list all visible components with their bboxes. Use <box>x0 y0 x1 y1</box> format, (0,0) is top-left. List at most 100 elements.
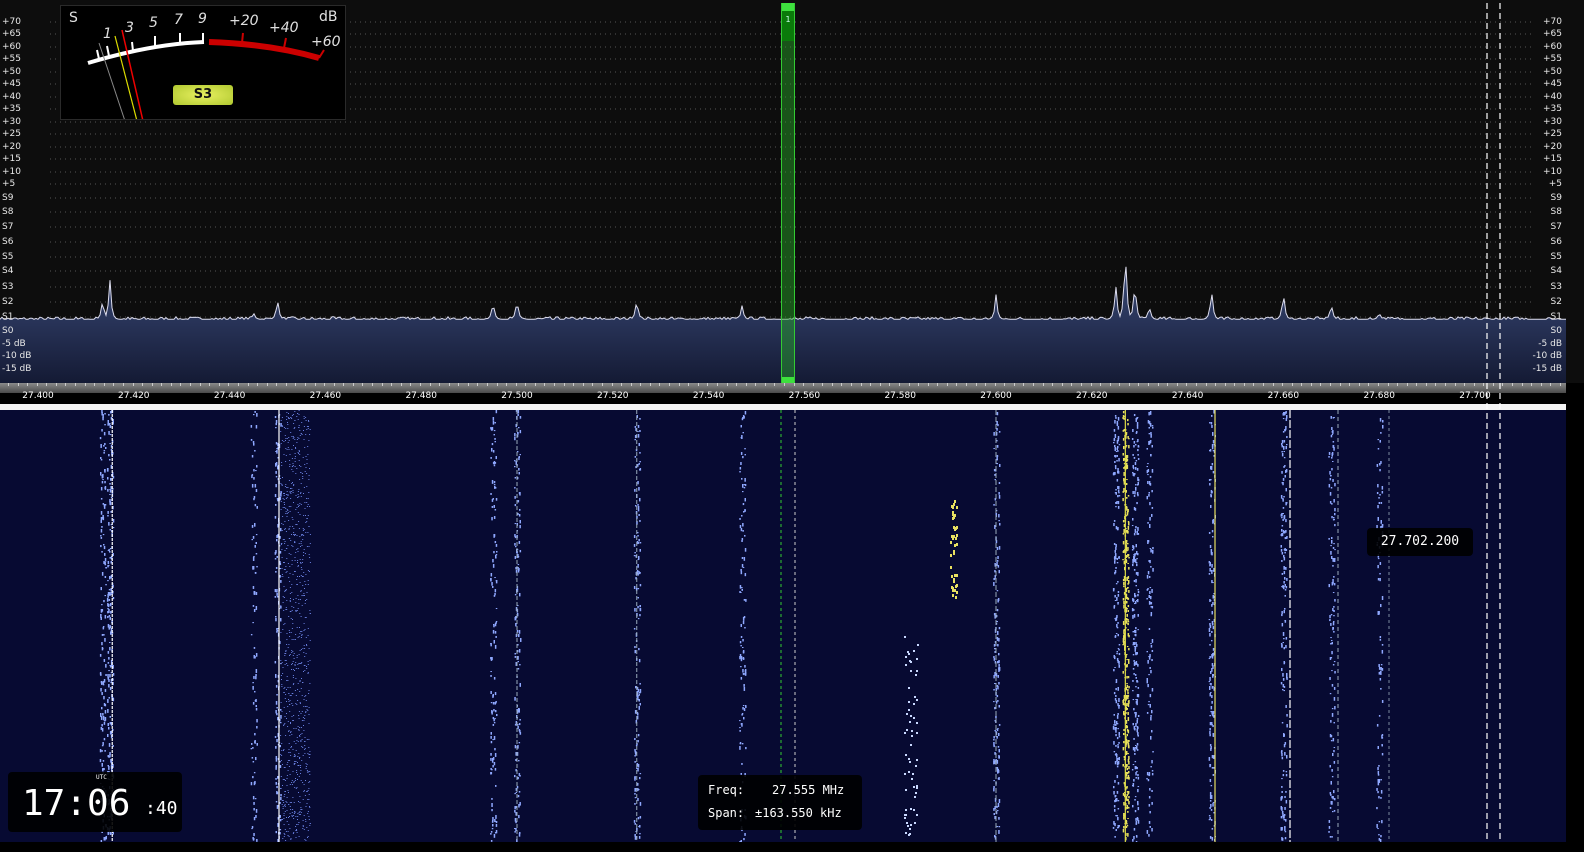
waterfall-pixel <box>1285 771 1288 773</box>
waterfall-pixel <box>1136 558 1138 560</box>
ruler-tick <box>190 383 192 386</box>
waterfall-pixel <box>517 668 520 670</box>
waterfall-pixel <box>254 733 256 736</box>
waterfall-pixel <box>296 772 298 773</box>
waterfall-pixel <box>515 623 517 627</box>
waterfall-pixel <box>286 778 288 779</box>
waterfall-pixel <box>1334 558 1336 560</box>
ruler-tick <box>937 383 939 386</box>
waterfall-pixel <box>1211 663 1214 666</box>
filter-bottom-handle[interactable] <box>782 377 794 383</box>
waterfall-pixel <box>309 506 311 507</box>
waterfall-pixel <box>1137 735 1139 737</box>
waterfall-display[interactable] <box>0 410 1566 842</box>
waterfall-pixel <box>290 809 292 810</box>
waterfall-pixel <box>1212 665 1214 669</box>
waterfall-pixel <box>1122 644 1124 646</box>
waterfall-pixel <box>743 487 746 489</box>
waterfall-pixel <box>1132 467 1135 470</box>
waterfall-pixel <box>292 669 294 670</box>
waterfall-pixel <box>107 511 109 514</box>
waterfall-pixel <box>913 703 915 705</box>
waterfall-pixel <box>276 448 278 450</box>
waterfall-pixel <box>1125 820 1128 823</box>
waterfall-pixel <box>282 838 284 839</box>
waterfall-pixel <box>284 569 286 570</box>
waterfall-pixel <box>1118 444 1121 446</box>
waterfall-pixel <box>1209 449 1212 452</box>
waterfall-pixel <box>1281 791 1283 793</box>
frequency-axis[interactable] <box>0 393 1584 404</box>
waterfall-pixel <box>291 652 293 653</box>
level-label: +65 <box>2 29 21 39</box>
waterfall-pixel <box>307 837 308 838</box>
waterfall-pixel <box>254 700 257 702</box>
waterfall-pixel <box>494 623 497 627</box>
waterfall-pixel <box>285 494 287 495</box>
waterfall-pixel <box>285 651 287 652</box>
waterfall-pixel <box>514 828 516 830</box>
waterfall-pixel <box>1148 494 1150 497</box>
level-label: +70 <box>1543 17 1562 27</box>
waterfall-pixel <box>1328 584 1330 588</box>
waterfall-pixel <box>253 591 256 595</box>
ruler-tick <box>1512 383 1514 386</box>
waterfall-pixel <box>1132 559 1135 561</box>
waterfall-pixel <box>297 819 298 820</box>
waterfall-pixel <box>292 482 293 483</box>
waterfall-pixel <box>308 816 310 817</box>
waterfall-pixel <box>292 720 294 721</box>
ruler-tick <box>1253 383 1255 386</box>
ruler-tick <box>1339 383 1341 386</box>
frequency-label: 27.540 <box>692 391 725 401</box>
level-label: +55 <box>1543 54 1562 64</box>
waterfall-pixel <box>255 809 258 813</box>
waterfall-pixel <box>103 600 105 603</box>
waterfall-pixel <box>291 650 293 651</box>
waterfall-pixel <box>297 765 299 766</box>
waterfall-pixel <box>517 726 519 729</box>
waterfall-pixel <box>1152 751 1154 753</box>
waterfall-pixel <box>741 589 743 591</box>
waterfall-pixel <box>516 451 519 453</box>
waterfall-pixel <box>1128 580 1130 584</box>
waterfall-pixel <box>1136 720 1138 724</box>
waterfall-pixel <box>304 464 306 465</box>
waterfall-pixel <box>1282 684 1285 688</box>
waterfall-pixel <box>112 764 114 768</box>
waterfall-pixel <box>302 826 304 827</box>
waterfall-pixel <box>1328 826 1331 829</box>
waterfall-pixel <box>996 609 999 612</box>
waterfall-pixel <box>519 525 521 529</box>
waterfall-pixel <box>1285 800 1288 804</box>
waterfall-pixel <box>909 721 911 723</box>
waterfall-pixel <box>308 794 310 795</box>
ruler-tick <box>94 383 96 386</box>
filter-top-handle[interactable] <box>782 3 794 11</box>
waterfall-pixel <box>518 708 520 711</box>
waterfall-pixel <box>1117 687 1119 691</box>
waterfall-pixel <box>303 529 305 530</box>
waterfall-pixel <box>1118 556 1120 559</box>
waterfall-pixel <box>286 680 288 681</box>
waterfall-pixel <box>275 567 278 569</box>
waterfall-pixel <box>995 432 998 436</box>
waterfall-pixel <box>288 630 290 631</box>
waterfall-pixel <box>917 644 919 646</box>
waterfall-pixel <box>286 412 288 413</box>
waterfall-pixel <box>637 573 639 576</box>
waterfall-pixel <box>284 723 286 724</box>
waterfall-pixel <box>1330 435 1333 438</box>
waterfall-pixel <box>635 745 638 747</box>
waterfall-pixel <box>295 816 297 817</box>
frequency-ruler[interactable] <box>0 383 1566 393</box>
waterfall-pixel <box>287 835 289 836</box>
waterfall-pixel <box>1127 833 1129 837</box>
frequency-label: 27.580 <box>884 391 916 401</box>
waterfall-pixel <box>309 823 311 824</box>
waterfall-pixel <box>639 549 641 552</box>
waterfall-pixel <box>295 598 297 599</box>
filter-passband[interactable]: 1 <box>781 3 795 383</box>
waterfall-pixel <box>1128 522 1130 526</box>
splitter-handle[interactable] <box>0 404 1566 410</box>
